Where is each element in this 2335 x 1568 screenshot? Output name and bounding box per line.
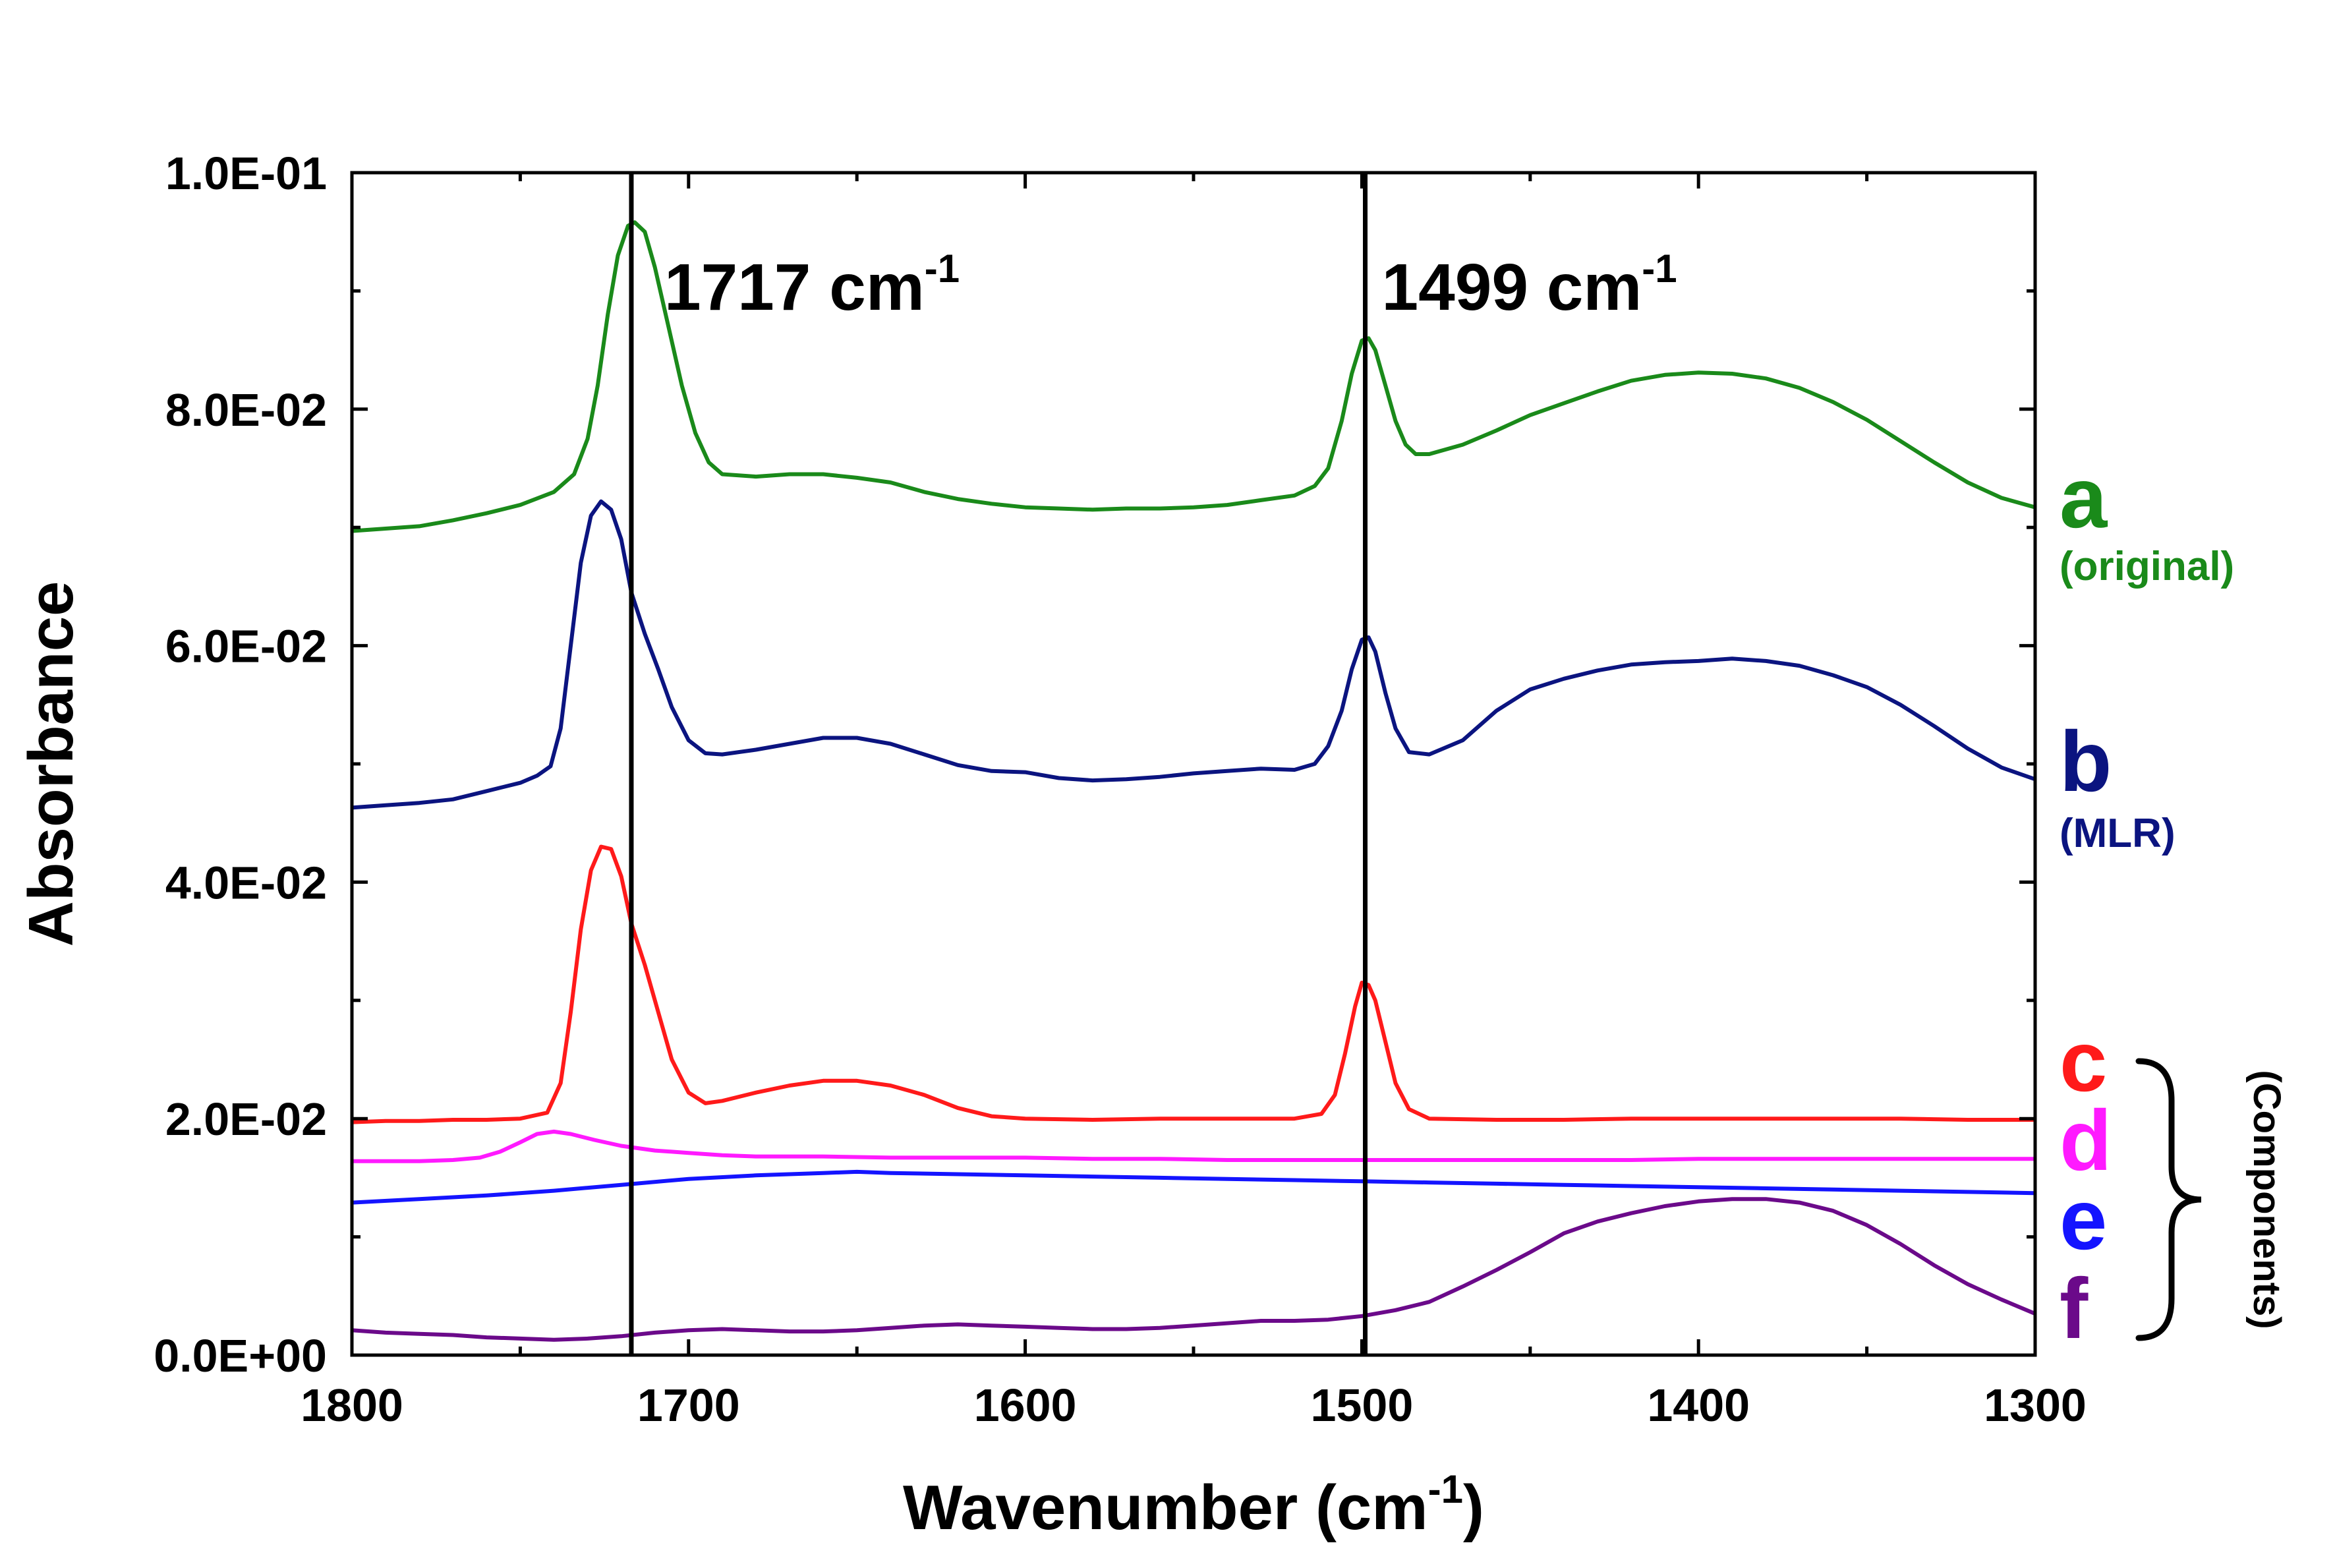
peak-annotations: 1717 cm-1 1499 cm-1	[664, 247, 1677, 324]
x-tick-label: 1800	[301, 1379, 403, 1431]
peak-label-1717: 1717 cm-1	[664, 247, 960, 324]
components-label: (Components)	[2245, 1070, 2288, 1329]
series-line-f	[351, 1197, 2036, 1342]
x-axis-title: Wavenumber (cm-1)	[903, 1467, 1484, 1543]
y-axis-tick-labels: 0.0E+00 2.0E-02 4.0E-02 6.0E-02 8.0E-02 1.0E-…	[154, 148, 327, 1381]
series-label-a: a	[2060, 450, 2108, 546]
y-tick-label: 0.0E+00	[154, 1330, 327, 1381]
x-tick-label: 1300	[1984, 1379, 2087, 1431]
x-axis-title-tail: )	[1463, 1472, 1484, 1543]
peak-label-superscript: -1	[1642, 247, 1677, 291]
peak-label-text: 1717 cm	[664, 250, 925, 324]
components-brace: (Components)	[2135, 1058, 2288, 1341]
curly-brace	[2135, 1058, 2202, 1341]
series-line-e	[351, 1169, 2036, 1205]
series-label-d: d	[2060, 1092, 2112, 1188]
x-axis-title-superscript: -1	[1428, 1467, 1463, 1511]
peak-label-superscript: -1	[925, 247, 960, 291]
series-sublabel-b: (MLR)	[2060, 811, 2176, 856]
series-label-e: e	[2060, 1171, 2107, 1267]
series-line-a	[351, 220, 2036, 533]
series-line-b	[351, 499, 2036, 810]
peak-label-text: 1499 cm	[1382, 250, 1642, 324]
x-tick-label: 1700	[637, 1379, 740, 1431]
y-tick-label: 1.0E-01	[165, 148, 327, 199]
peak-label-1499: 1499 cm-1	[1382, 247, 1677, 324]
y-tick-label: 4.0E-02	[165, 857, 327, 908]
axis-ticks	[350, 171, 2037, 1357]
y-axis-title: Absorbance	[16, 581, 86, 947]
plot-area	[350, 171, 2037, 1357]
series-line-d	[352, 1129, 2035, 1163]
series-sublabel-a: (original)	[2060, 544, 2234, 589]
y-tick-label: 8.0E-02	[165, 384, 327, 436]
series-label-f: f	[2060, 1260, 2089, 1356]
series-line-c	[351, 844, 2035, 1124]
x-axis-tick-labels: 1800 1700 1600 1500 1400 1300	[301, 1379, 2087, 1431]
x-axis-title-main: Wavenumber (cm	[903, 1472, 1428, 1543]
series-label-b: b	[2060, 713, 2112, 809]
y-tick-label: 2.0E-02	[165, 1093, 327, 1145]
series-layer	[351, 220, 2036, 1342]
series-label-c: c	[2060, 1013, 2107, 1109]
x-tick-label: 1400	[1647, 1379, 1750, 1431]
y-tick-label: 6.0E-02	[165, 621, 327, 672]
reference-lines	[629, 173, 1368, 1355]
x-tick-label: 1500	[1311, 1379, 1414, 1431]
x-tick-label: 1600	[974, 1379, 1077, 1431]
